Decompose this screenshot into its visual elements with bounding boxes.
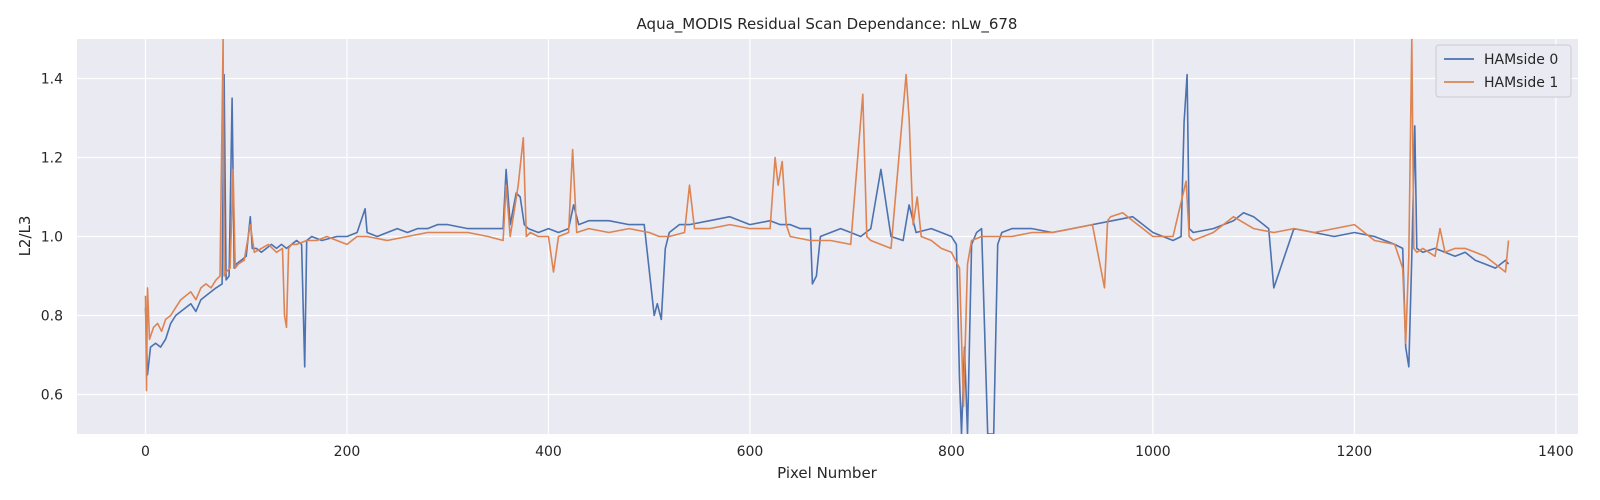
legend-label-hamside-0: HAMside 0 [1484, 52, 1558, 68]
x-tick-label: 400 [535, 444, 562, 460]
x-tick-label: 800 [938, 444, 965, 460]
y-axis-title: L2/L3 [16, 216, 34, 257]
y-tick-label: 1.0 [41, 230, 63, 246]
x-tick-label: 1400 [1538, 444, 1574, 460]
chart-title: Aqua_MODIS Residual Scan Dependance: nLw… [637, 15, 1018, 34]
x-tick-label: 1000 [1135, 444, 1171, 460]
series-line-hamside-1 [144, 39, 1510, 408]
series-layer [144, 39, 1510, 434]
y-tick-label: 1.2 [41, 151, 63, 167]
y-tick-label: 0.8 [41, 309, 63, 325]
x-tick-label: 1200 [1337, 444, 1373, 460]
y-tick-label: 1.4 [41, 72, 63, 88]
legend: HAMside 0 HAMside 1 [1435, 44, 1572, 98]
x-tick-label: 0 [141, 444, 150, 460]
legend-box [1435, 44, 1572, 98]
x-tick-label: 200 [334, 444, 361, 460]
x-axis-ticks: 0 200 400 600 800 1000 1200 1400 [141, 444, 1574, 460]
x-tick-label: 600 [737, 444, 764, 460]
y-tick-label: 0.6 [41, 388, 63, 404]
x-axis-title: Pixel Number [777, 464, 878, 482]
legend-label-hamside-1: HAMside 1 [1484, 75, 1558, 91]
y-axis-ticks: 0.6 0.8 1.0 1.2 1.4 [41, 72, 63, 404]
